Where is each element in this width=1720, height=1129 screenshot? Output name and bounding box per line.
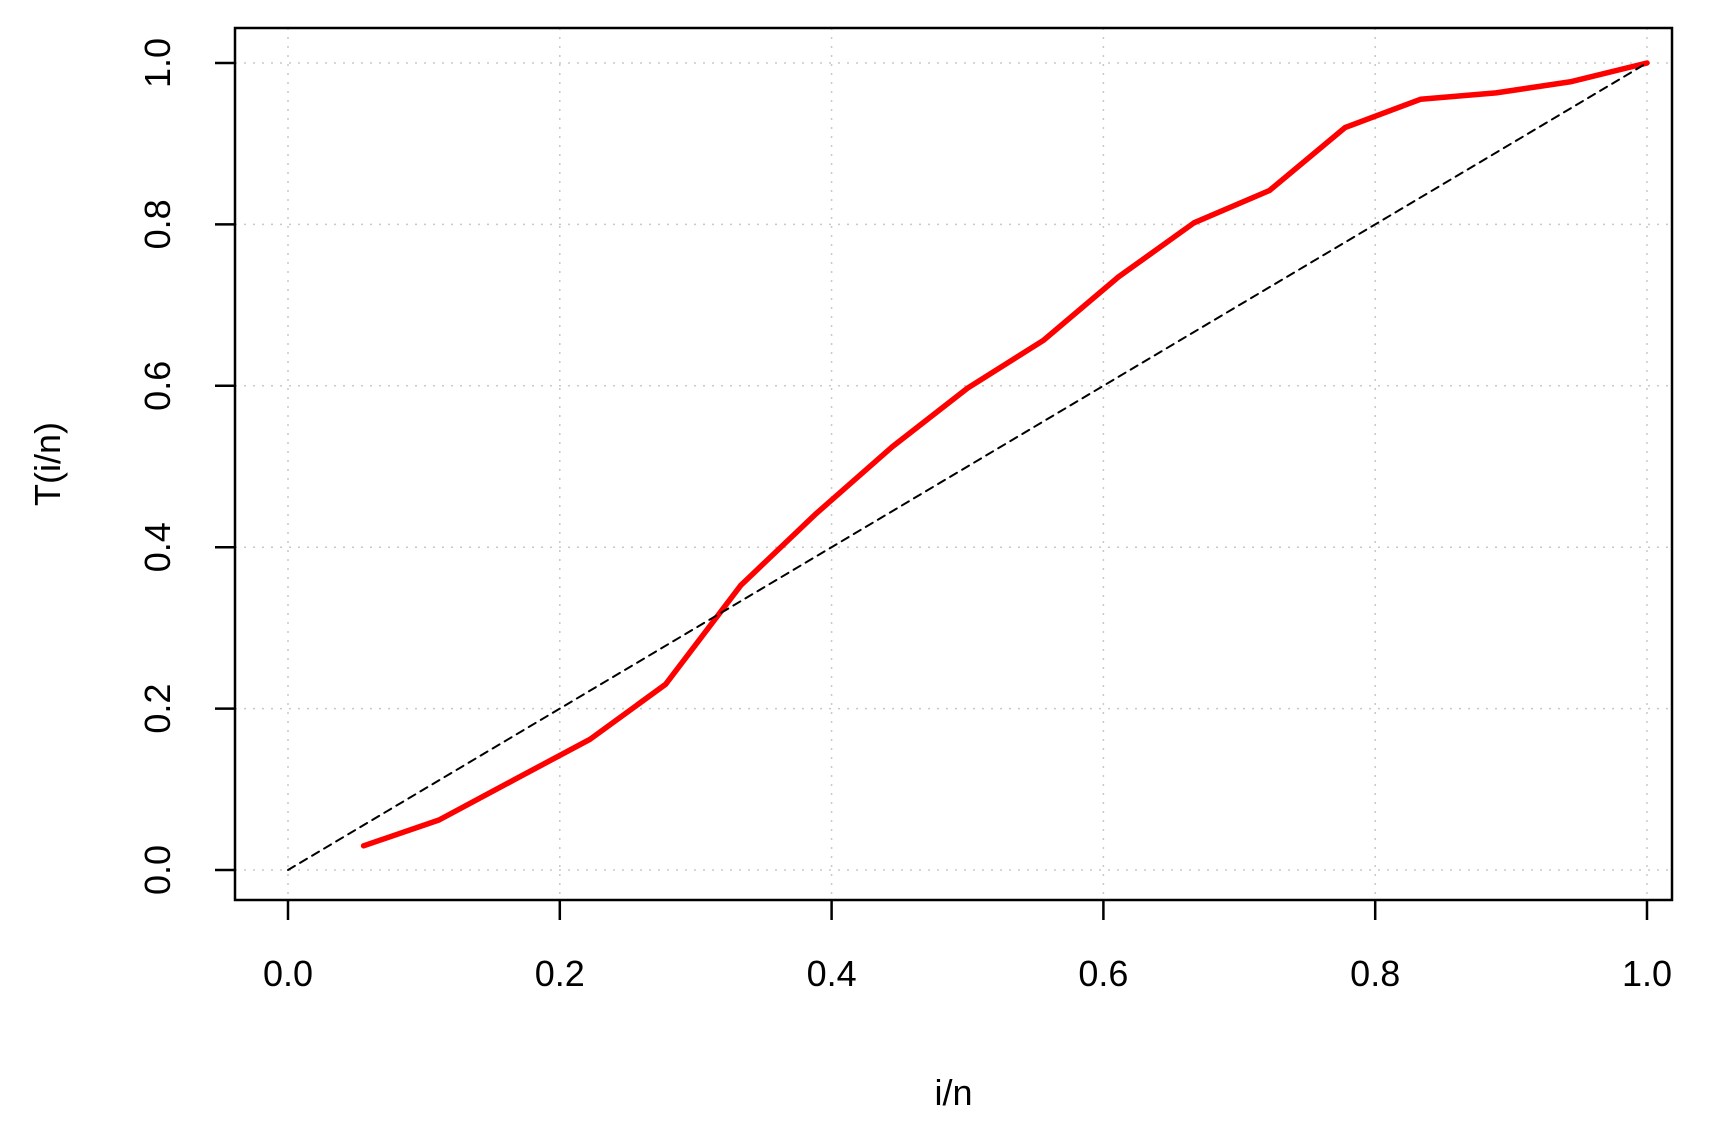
data-point-0-10 xyxy=(1115,274,1121,280)
y-tick-label-2: 0.4 xyxy=(137,522,178,572)
y-tick-label-3: 0.6 xyxy=(137,361,178,411)
grid xyxy=(235,28,1672,900)
data-point-0-15 xyxy=(1493,90,1499,96)
y-tick-label-0: 0.0 xyxy=(137,845,178,895)
reference-line-1 xyxy=(287,62,1648,871)
data-point-0-11 xyxy=(1191,220,1197,226)
data-point-0-1 xyxy=(436,817,442,823)
data-point-0-16 xyxy=(1568,79,1574,85)
x-tick-label-3: 0.6 xyxy=(1078,953,1128,994)
data-point-0-12 xyxy=(1266,188,1272,194)
data-point-0-2 xyxy=(512,777,518,783)
data-point-0-5 xyxy=(738,582,744,588)
y-axis-title: T(i/n) xyxy=(27,422,68,506)
data-point-0-0 xyxy=(361,843,367,849)
y-axis: 0.0 0.2 0.4 0.6 0.8 1.0 xyxy=(137,38,235,895)
data-point-0-8 xyxy=(965,385,970,391)
series-line-0 xyxy=(360,60,1650,849)
y-tick-label-1: 0.2 xyxy=(137,684,178,734)
data-point-0-4 xyxy=(663,681,669,687)
data-point-0-6 xyxy=(814,510,820,516)
y-tick-label-4: 0.8 xyxy=(137,199,178,249)
series-layer xyxy=(287,60,1650,871)
x-tick-label-2: 0.4 xyxy=(807,953,857,994)
x-tick-label-1: 0.2 xyxy=(535,953,585,994)
plot-frame xyxy=(233,26,1674,902)
data-point-0-14 xyxy=(1417,96,1423,102)
x-axis-title: i/n xyxy=(934,1072,972,1113)
data-point-0-17 xyxy=(1644,60,1650,66)
x-tick-label-5: 1.0 xyxy=(1622,953,1672,994)
data-point-0-13 xyxy=(1342,125,1348,131)
data-point-0-9 xyxy=(1040,338,1046,344)
data-point-0-3 xyxy=(587,736,593,742)
y-tick-label-5: 1.0 xyxy=(137,38,178,88)
data-point-0-7 xyxy=(889,444,895,450)
x-tick-label-0: 0.0 xyxy=(263,953,313,994)
x-tick-label-4: 0.8 xyxy=(1350,953,1400,994)
x-axis: 0.0 0.2 0.4 0.6 0.8 1.0 xyxy=(263,900,1672,994)
